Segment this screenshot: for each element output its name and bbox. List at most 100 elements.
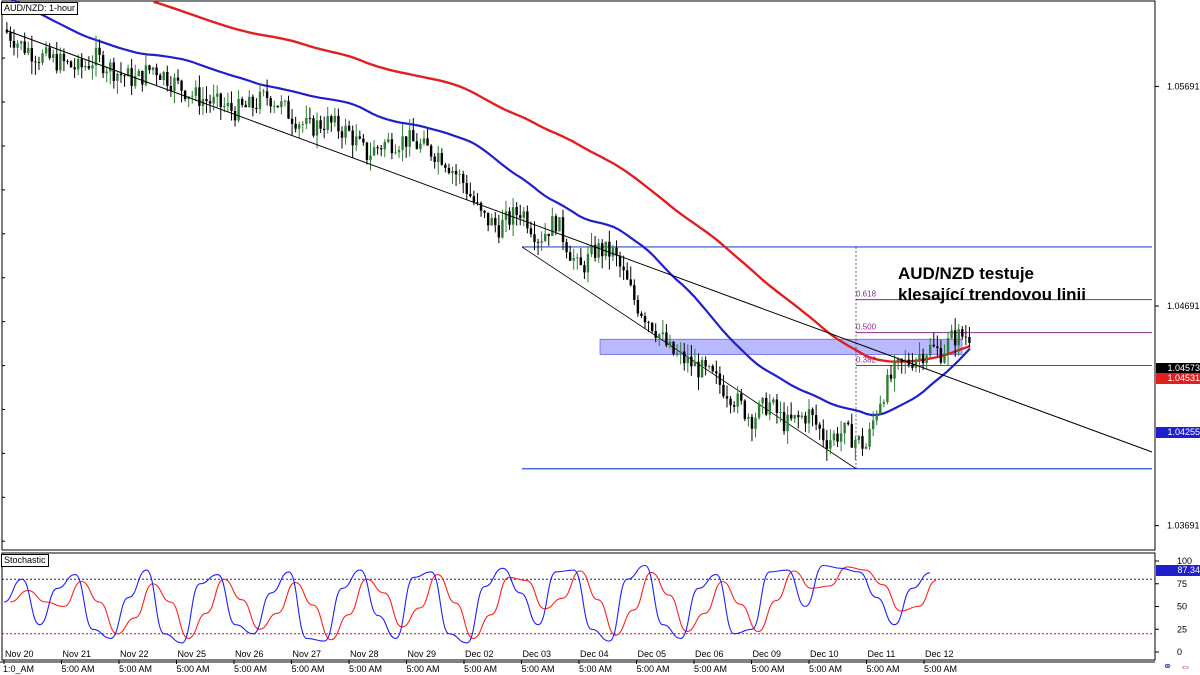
candle-body: [333, 115, 337, 123]
date-label: Dec 06: [695, 649, 724, 659]
candle-body: [191, 95, 194, 97]
price-panel[interactable]: 1.05691 1.04691 1.03691 0.618 0.500 0.382: [1, 0, 1200, 551]
candle-body: [94, 47, 98, 66]
candle-body: [900, 358, 903, 363]
candle-body: [422, 138, 426, 144]
candle-body: [536, 242, 540, 243]
time-label: 5:00 AM: [349, 664, 382, 674]
scale-arrows-icon[interactable]: ⇔: [1180, 661, 1191, 673]
candle-body: [597, 243, 600, 258]
candle-body: [415, 141, 419, 149]
date-label: Dec 03: [523, 649, 552, 659]
candle-body: [219, 93, 222, 108]
candle-body: [772, 399, 775, 403]
candle-body: [126, 68, 130, 77]
candle-body: [854, 439, 857, 448]
candle-body: [476, 202, 479, 204]
candle-body: [875, 413, 878, 421]
candle-body: [586, 254, 590, 273]
candle-body: [633, 285, 636, 300]
candle-body: [786, 414, 789, 432]
candle-body: [312, 118, 315, 136]
candle-body: [779, 412, 782, 414]
candle-body: [294, 123, 297, 129]
candle-body: [800, 415, 804, 418]
candle-body: [397, 149, 401, 153]
candle-body: [166, 71, 169, 87]
candle-body: [237, 98, 240, 121]
ma-slow-line: [153, 0, 971, 363]
stochastic-panel[interactable]: 100 75 50 25 0: [1, 552, 1192, 661]
candle-body: [91, 65, 94, 69]
candle-body: [754, 417, 757, 429]
time-label: 5:00 AM: [119, 664, 152, 674]
candle-body: [52, 54, 55, 59]
time-label: 5:00 AM: [752, 664, 785, 674]
candle-body: [454, 170, 458, 175]
candle-body: [968, 336, 971, 343]
candle-body: [683, 351, 686, 364]
candle-body: [205, 98, 208, 102]
ma-fast-line: [10, 0, 971, 417]
candle-body: [697, 361, 700, 378]
candle-body: [558, 217, 561, 232]
candle-body: [643, 315, 647, 323]
candle-body: [244, 104, 247, 108]
candle-body: [248, 96, 251, 108]
candle-body: [654, 331, 657, 338]
candle-body: [30, 48, 34, 62]
candle-body: [864, 446, 868, 449]
candle-body: [461, 174, 465, 184]
candle-body: [212, 96, 215, 104]
candle-body: [408, 130, 411, 147]
candle-body: [554, 216, 558, 232]
annotation-line-1: AUD/NZD testuje: [898, 264, 1035, 283]
candle-body: [747, 416, 750, 419]
candle-body: [665, 332, 668, 346]
candle-body: [811, 409, 814, 416]
candle-body: [622, 266, 625, 271]
link-icon[interactable]: ⚭: [1163, 661, 1173, 673]
stochastic-k-line: [3, 564, 931, 644]
candle-body: [533, 234, 536, 243]
candle-body: [301, 123, 304, 125]
candle-body: [504, 211, 508, 220]
candle-body: [625, 270, 629, 280]
candle-body: [793, 415, 796, 419]
candle-body: [59, 53, 62, 71]
candle-body: [715, 371, 718, 374]
candle-body: [914, 360, 918, 368]
stochastic-tick-label: 50: [1177, 602, 1187, 612]
candle-body: [198, 87, 201, 106]
candle-body: [141, 70, 144, 85]
candle-body: [62, 53, 66, 62]
candle-body: [547, 233, 550, 237]
date-label: Nov 20: [5, 649, 34, 659]
chart-annotation: AUD/NZD testuje klesající trendovou lini…: [898, 263, 1086, 305]
price-tick-label: 1.04691: [1167, 301, 1200, 311]
candle-body: [269, 98, 272, 107]
candle-body: [825, 440, 829, 449]
candle-body: [519, 215, 522, 218]
candle-body: [116, 73, 119, 81]
candle-body: [829, 440, 832, 449]
candle-body: [173, 77, 176, 91]
candle-body: [925, 355, 928, 364]
candle-body: [832, 433, 836, 441]
candle-body: [27, 48, 30, 53]
candle-body: [162, 71, 165, 80]
candle-body: [707, 365, 711, 367]
candle-body: [936, 346, 939, 349]
candle-body: [583, 265, 586, 273]
candle-body: [365, 142, 369, 160]
candle-body: [412, 130, 415, 142]
candle-body: [176, 77, 180, 81]
candle-body: [16, 43, 19, 48]
candle-body: [233, 111, 237, 121]
candle-body: [732, 405, 736, 407]
candle-body: [376, 147, 379, 149]
candle-body: [34, 61, 37, 63]
date-label: Dec 04: [580, 649, 609, 659]
candle-body: [344, 125, 347, 138]
